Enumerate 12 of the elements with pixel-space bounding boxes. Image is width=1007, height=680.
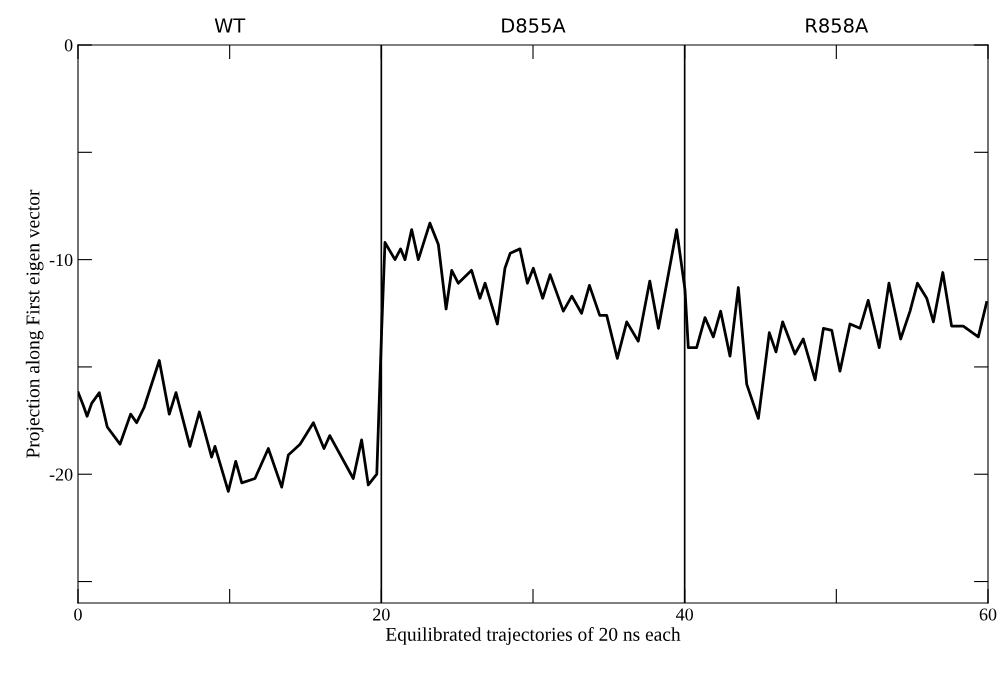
y-axis-title: Projection along First eigen vector <box>25 189 44 458</box>
text: D855A <box>502 18 566 33</box>
x-tick-label: 60 <box>979 608 997 621</box>
x-tick-label: 40 <box>675 608 694 621</box>
y-tick-label: -10 <box>49 253 73 267</box>
x-tick-label: 0 <box>74 608 82 621</box>
x-tick-label: 20 <box>373 608 390 621</box>
y-tick-label: -20 <box>49 468 73 481</box>
x-axis-title: Equilibrated trajectories of 20 ns each <box>385 627 681 645</box>
text: WT <box>214 18 246 33</box>
y-tick-label: 0 <box>64 39 73 52</box>
text: R858A <box>806 18 869 33</box>
